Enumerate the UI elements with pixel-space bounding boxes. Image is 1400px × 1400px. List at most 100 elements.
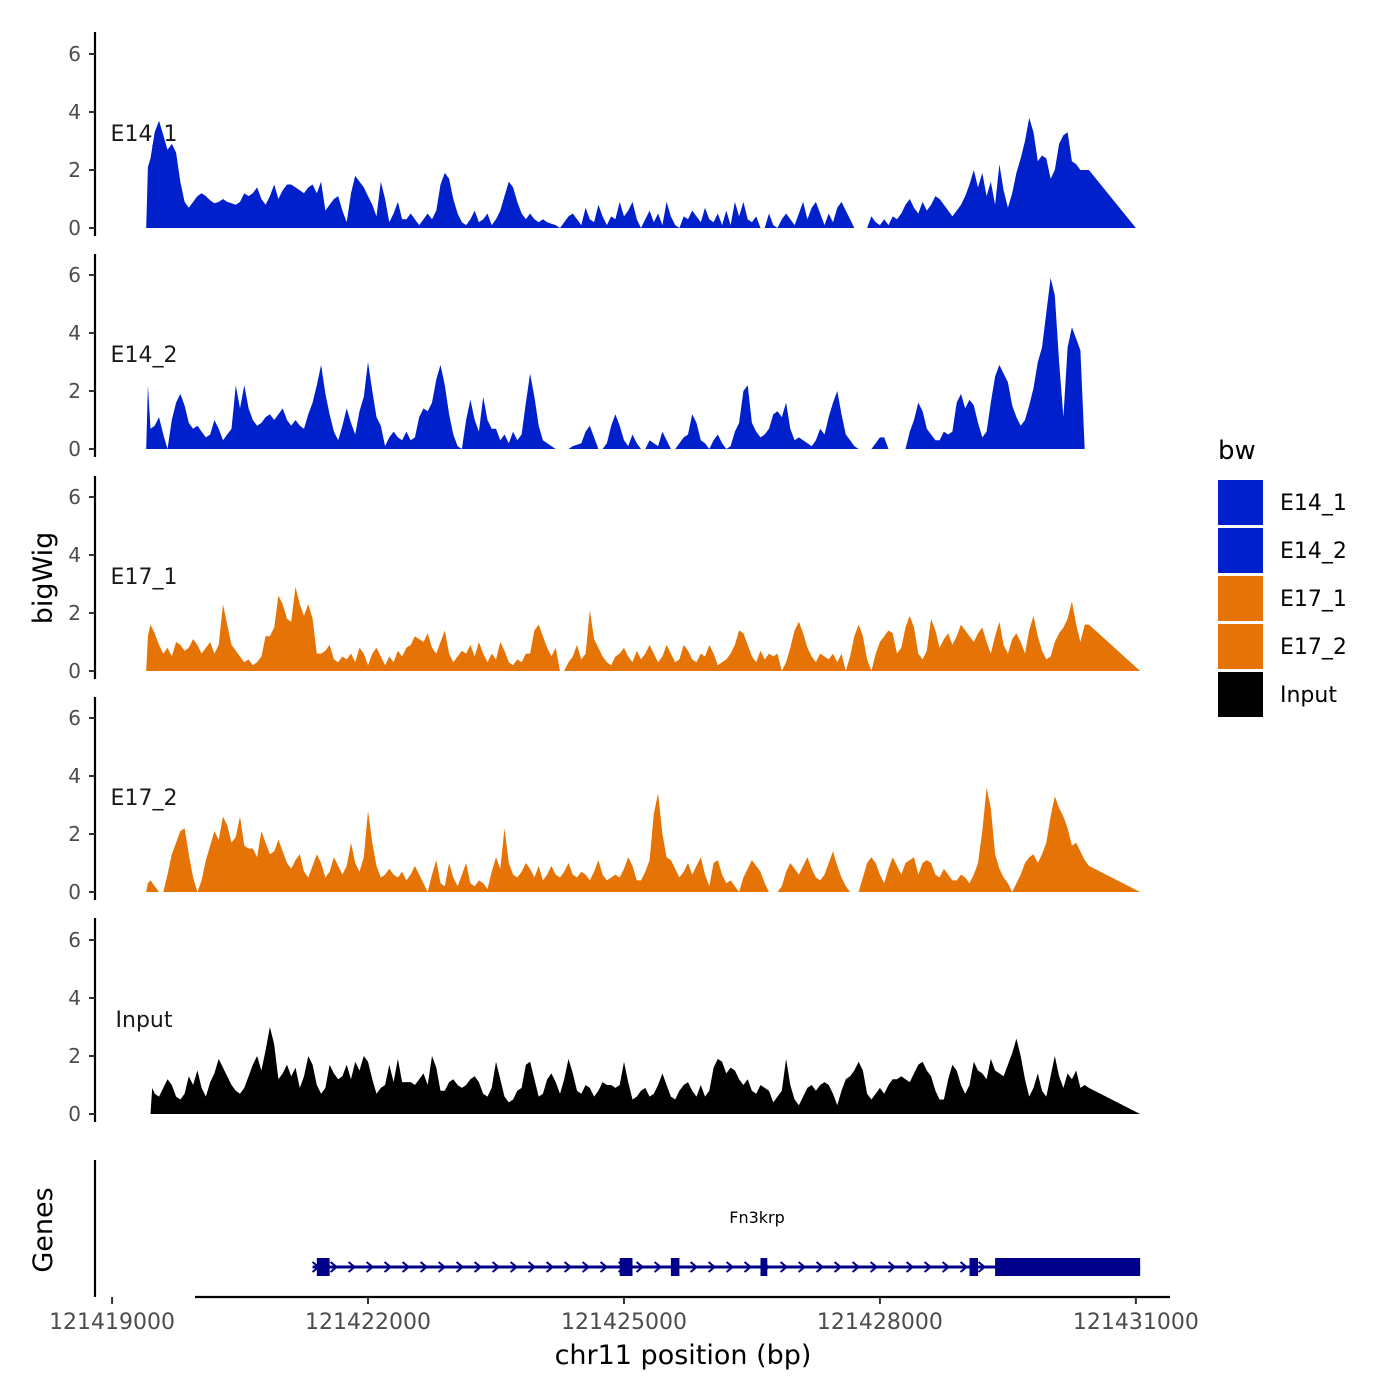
strand-arrow	[455, 1261, 465, 1273]
legend-key-e14_2	[1218, 528, 1263, 573]
track-label: E14_1	[111, 122, 178, 147]
strand-arrow	[869, 1261, 879, 1273]
strand-arrow	[833, 1261, 843, 1273]
strand-arrow	[545, 1261, 555, 1273]
y-tick-label: 4	[68, 100, 81, 124]
track-panel-e14_1: 0 2 4 6 E14_1	[68, 32, 1141, 240]
strand-arrow	[383, 1261, 393, 1273]
y-tick-label: 0	[68, 437, 81, 461]
track-panel-e17_2: 0 2 4 6 E17_2	[68, 697, 1141, 904]
track-label: Input	[116, 1008, 173, 1033]
strand-arrow	[599, 1261, 609, 1273]
track-label: E14_2	[111, 343, 178, 368]
legend-label: E14_2	[1280, 539, 1347, 564]
strand-arrow	[815, 1261, 825, 1273]
strand-arrow	[707, 1261, 717, 1273]
y-tick-label: 4	[68, 543, 81, 567]
strand-arrow	[401, 1261, 411, 1273]
y-tick-label: 6	[68, 263, 81, 287]
strand-arrow	[563, 1261, 573, 1273]
y-tick-label: 4	[68, 321, 81, 345]
strand-arrow	[347, 1261, 357, 1273]
track-label: E17_1	[111, 565, 178, 590]
x-tick-label: 121422000	[305, 1310, 431, 1335]
strand-arrow	[743, 1261, 753, 1273]
x-tick-label: 121431000	[1073, 1310, 1199, 1335]
strand-arrow	[365, 1261, 375, 1273]
y-tick-label: 0	[68, 659, 81, 683]
signal-area-e14_2	[146, 277, 1141, 449]
gene-exon	[670, 1258, 680, 1276]
signal-area-e14_1	[146, 117, 1141, 228]
gene-panel: Fn3krp	[93, 1160, 1141, 1297]
y-tick-label: 6	[68, 928, 81, 952]
y-tick-label: 2	[68, 1044, 81, 1068]
track-panel-e14_2: 0 2 4 6 E14_2	[68, 254, 1141, 461]
y-tick-label: 0	[68, 216, 81, 240]
track-panel-e17_1: 0 2 4 6 E17_1	[68, 476, 1141, 683]
strand-arrow	[923, 1261, 933, 1273]
strand-arrow	[689, 1261, 699, 1273]
strand-arrow	[725, 1261, 735, 1273]
genes-axis-title: Genes	[28, 1187, 59, 1272]
y-tick-label: 6	[68, 42, 81, 66]
strand-arrow	[977, 1261, 987, 1273]
gene-name-label: Fn3krp	[729, 1208, 785, 1227]
signal-area-e17_2	[146, 787, 1141, 892]
legend-key-e17_1	[1218, 576, 1263, 621]
x-tick-label: 121428000	[817, 1310, 943, 1335]
legend: bw E14_1 E14_2 E17_1 E17_2 Input	[1218, 436, 1347, 717]
y-tick-label: 6	[68, 485, 81, 509]
strand-arrow	[437, 1261, 447, 1273]
y-tick-label: 0	[68, 1102, 81, 1126]
gene-exon	[316, 1258, 330, 1276]
legend-label: E14_1	[1280, 491, 1347, 516]
track-panel-input: 0 2 4 6 Input	[68, 918, 1141, 1126]
strand-arrow	[797, 1261, 807, 1273]
strand-arrow	[419, 1261, 429, 1273]
strand-arrow	[491, 1261, 501, 1273]
strand-arrow	[473, 1261, 483, 1273]
strand-arrow	[329, 1261, 339, 1273]
strand-arrow	[581, 1261, 591, 1273]
track-label: E17_2	[111, 786, 178, 811]
signal-area-input	[150, 1027, 1141, 1114]
y-tick-label: 4	[68, 764, 81, 788]
strand-arrow	[509, 1261, 519, 1273]
legend-title: bw	[1218, 436, 1256, 466]
x-axis: 121419000 121422000 121425000 121428000 1214…	[49, 1295, 1199, 1335]
gene-exon	[995, 1258, 1141, 1276]
x-axis-title: chr11 position (bp)	[555, 1340, 812, 1371]
gene-exon	[619, 1258, 633, 1276]
strand-arrow	[635, 1261, 645, 1273]
strand-arrow	[905, 1261, 915, 1273]
strand-arrow	[527, 1261, 537, 1273]
y-tick-label: 6	[68, 706, 81, 730]
legend-key-e14_1	[1218, 480, 1263, 525]
strand-arrow	[959, 1261, 969, 1273]
strand-arrow	[941, 1261, 951, 1273]
legend-label: E17_2	[1280, 635, 1347, 660]
y-axis-title: bigWig	[28, 532, 59, 625]
strand-arrow	[779, 1261, 789, 1273]
strand-arrow	[851, 1261, 861, 1273]
track-panels: 0 2 4 6 E14_1 0 2 4 6 E14_2 0 2 4 6 E17_1 0 2 4 6 E17_2 0 2 4 6…	[68, 32, 1141, 1126]
y-tick-label: 0	[68, 880, 81, 904]
x-tick-label: 121419000	[49, 1310, 175, 1335]
y-tick-label: 4	[68, 986, 81, 1010]
y-tick-label: 2	[68, 822, 81, 846]
legend-key-input	[1218, 672, 1263, 717]
strand-arrow	[887, 1261, 897, 1273]
legend-label: E17_1	[1280, 587, 1347, 612]
y-tick-label: 2	[68, 379, 81, 403]
y-tick-label: 2	[68, 601, 81, 625]
signal-area-e17_1	[146, 586, 1141, 671]
y-tick-label: 2	[68, 158, 81, 182]
gene-exon	[760, 1258, 768, 1276]
strand-arrow	[653, 1261, 663, 1273]
x-tick-label: 121425000	[561, 1310, 687, 1335]
legend-key-e17_2	[1218, 624, 1263, 669]
gene-exon	[969, 1258, 979, 1276]
legend-label: Input	[1280, 683, 1337, 708]
